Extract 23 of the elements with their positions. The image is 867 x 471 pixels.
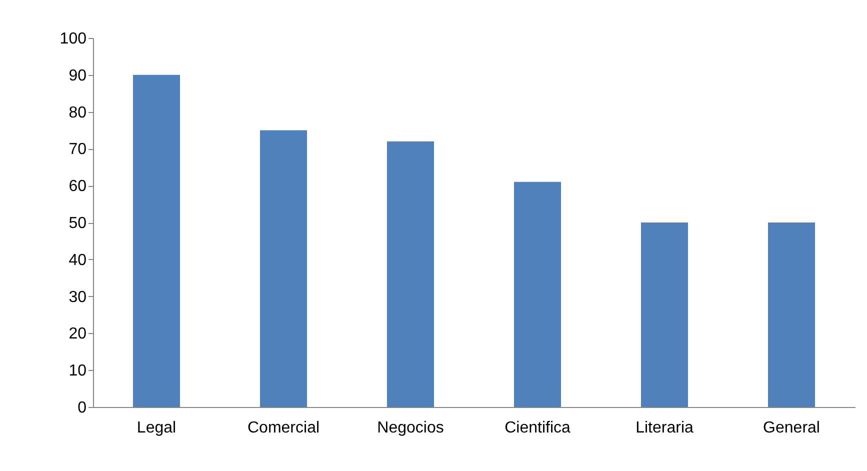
bar [260, 130, 307, 407]
y-tick-label: 40 [68, 252, 87, 269]
bar [768, 222, 815, 407]
bar [387, 141, 434, 407]
y-tick-label: 100 [60, 30, 87, 48]
x-tick-label: Negocios [377, 420, 444, 436]
bar [641, 222, 688, 407]
y-tick-label: 50 [68, 215, 87, 232]
bar [514, 182, 561, 407]
y-tick-label: 80 [68, 104, 87, 122]
y-tick-label: 90 [68, 67, 87, 84]
y-tick-label: 30 [68, 288, 87, 306]
x-tick-label: Cientifica [504, 420, 570, 436]
x-tick-label: Literaria [636, 420, 694, 436]
x-tick-label: Legal [136, 420, 176, 436]
bar [133, 74, 180, 407]
x-tick-label: General [763, 420, 820, 436]
y-tick-label: 60 [68, 178, 87, 196]
y-tick-label: 0 [78, 400, 87, 416]
y-tick-label: 10 [68, 362, 87, 380]
y-tick-label: 70 [68, 141, 87, 158]
y-tick-label: 20 [68, 326, 87, 343]
x-tick-label: Comercial [247, 420, 320, 436]
